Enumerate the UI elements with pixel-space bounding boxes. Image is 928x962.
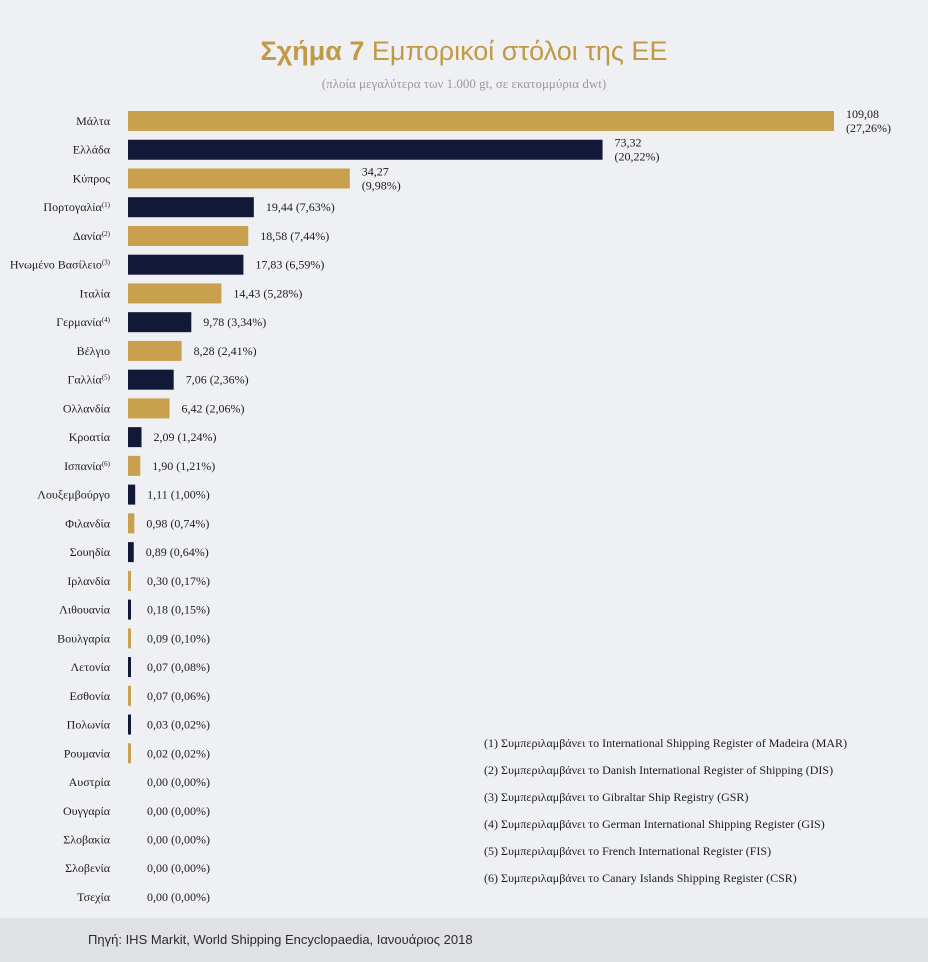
bar	[128, 685, 131, 706]
footnote-2: (2) Συμπεριλαμβάνει το Danish Internatio…	[484, 763, 834, 777]
footnotes: (1) Συμπεριλαμβάνει το International Shi…	[484, 734, 924, 896]
category-label: Βουλγαρία	[57, 631, 111, 645]
category-label: Ρουμανία	[64, 746, 111, 760]
bar	[128, 484, 136, 505]
category-label: Ιρλανδία	[67, 574, 110, 588]
value-label: 0,07 (0,06%)	[147, 689, 210, 703]
value-label: 0,00 (0,00%)	[147, 890, 210, 904]
category-label: Σλοβενία	[65, 861, 111, 875]
value-label: 19,44 (7,63%)	[266, 200, 335, 214]
bar	[128, 398, 170, 419]
bar	[128, 714, 131, 735]
category-label: Εσθονία	[70, 689, 111, 703]
bar	[128, 111, 834, 131]
chart-subtitle: (πλοία μεγαλύτερα των 1.000 gt, σε εκατο…	[321, 76, 607, 91]
category-label: Γερμανία(4)	[56, 315, 110, 329]
chart-title: Σχήμα 7 Εμπορικοί στόλοι της ΕΕ	[0, 34, 928, 68]
value-label: 0,03 (0,02%)	[147, 718, 210, 732]
value-label: 2,09 (1,24%)	[154, 430, 217, 444]
value-label: 1,11 (1,00%)	[147, 488, 210, 502]
bar	[128, 513, 135, 534]
bar	[128, 570, 131, 591]
bar	[128, 312, 192, 333]
category-label: Ιταλία	[80, 286, 111, 300]
bar	[128, 427, 142, 448]
bar	[128, 455, 141, 476]
bar	[128, 225, 249, 246]
bar	[128, 340, 182, 361]
category-label: Γαλλία(5)	[67, 373, 110, 387]
bar	[128, 283, 222, 304]
bar-chart: Μάλτα 109,08 (27,26%) Ελλάδα 73,32 (20,22%) Κύ…	[10, 107, 891, 904]
bar	[128, 369, 174, 390]
category-label: Σουηδία	[70, 545, 111, 559]
bar	[128, 599, 131, 620]
category-label: Ηνωμένο Βασίλειο(3)	[10, 258, 111, 272]
category-label: Τσεχία	[77, 890, 111, 904]
value-label: 9,78 (3,34%)	[203, 315, 266, 329]
footnote-5: (5) Συμπεριλαμβάνει το French Internatio…	[484, 844, 772, 858]
bar	[128, 139, 603, 160]
value-label: 0,00 (0,00%)	[147, 804, 210, 818]
value-label: 109,08 (27,26%)	[846, 107, 891, 135]
category-label: Λιθουανία	[59, 603, 111, 617]
category-label: Φιλανδία	[65, 516, 110, 530]
category-label: Ισπανία(6)	[64, 459, 111, 473]
category-label: Πολωνία	[67, 718, 111, 732]
bar	[128, 254, 244, 275]
category-label: Κύπρος	[73, 171, 111, 185]
value-label: 6,42 (2,06%)	[182, 401, 245, 415]
value-label: 8,28 (2,41%)	[194, 344, 257, 358]
value-label: 0,07 (0,08%)	[147, 660, 210, 674]
bar	[128, 197, 254, 218]
category-label: Πορτογαλία(1)	[43, 200, 110, 214]
category-label: Σλοβακία	[63, 833, 110, 847]
category-label: Βέλγιο	[77, 344, 110, 358]
footnote-1: (1) Συμπεριλαμβάνει το International Shi…	[484, 736, 848, 750]
category-label: Ουγγαρία	[63, 804, 111, 818]
source-bar: Πηγή: IHS Markit, World Shipping Encyclo…	[0, 918, 928, 962]
category-label: Λετονία	[70, 660, 110, 674]
value-label: 0,09 (0,10%)	[147, 631, 210, 645]
value-label: 0,89 (0,64%)	[146, 545, 209, 559]
category-label: Ολλανδία	[63, 401, 111, 415]
bar	[128, 168, 350, 189]
value-label: 0,00 (0,00%)	[147, 775, 210, 789]
value-label: 0,18 (0,15%)	[147, 603, 210, 617]
category-label: Μάλτα	[76, 114, 111, 128]
value-label: 14,43 (5,28%)	[233, 286, 302, 300]
category-label: Αυστρία	[69, 775, 111, 789]
value-label: 34,27 (9,98%)	[362, 164, 401, 192]
chart-title-number: Σχήμα 7	[260, 36, 365, 66]
value-label: 17,83 (6,59%)	[255, 258, 324, 272]
category-label: Λουξεμβούργο	[37, 488, 110, 502]
value-label: 0,30 (0,17%)	[147, 574, 210, 588]
category-label: Δανία(2)	[73, 229, 111, 243]
value-label: 18,58 (7,44%)	[260, 229, 329, 243]
chart-title-text: Εμπορικοί στόλοι της ΕΕ	[364, 36, 668, 66]
value-label: 73,32 (20,22%)	[615, 136, 660, 164]
value-label: 0,00 (0,00%)	[147, 833, 210, 847]
value-label: 0,00 (0,00%)	[147, 861, 210, 875]
category-label: Ελλάδα	[73, 143, 111, 157]
bar	[128, 743, 131, 764]
value-label: 0,02 (0,02%)	[147, 746, 210, 760]
value-label: 7,06 (2,36%)	[186, 373, 249, 387]
source-text: Πηγή: IHS Markit, World Shipping Encyclo…	[88, 932, 473, 947]
footnote-4: (4) Συμπεριλαμβάνει το German Internatio…	[484, 817, 825, 831]
value-label: 1,90 (1,21%)	[152, 459, 215, 473]
bar	[128, 542, 134, 563]
footnote-3: (3) Συμπεριλαμβάνει το Gibraltar Ship Re…	[484, 790, 749, 804]
bar	[128, 657, 131, 678]
bar	[128, 628, 131, 649]
footnote-6: (6) Συμπεριλαμβάνει το Canary Islands Sh…	[484, 871, 797, 885]
category-label: Κροατία	[69, 430, 111, 444]
value-label: 0,98 (0,74%)	[146, 516, 209, 530]
